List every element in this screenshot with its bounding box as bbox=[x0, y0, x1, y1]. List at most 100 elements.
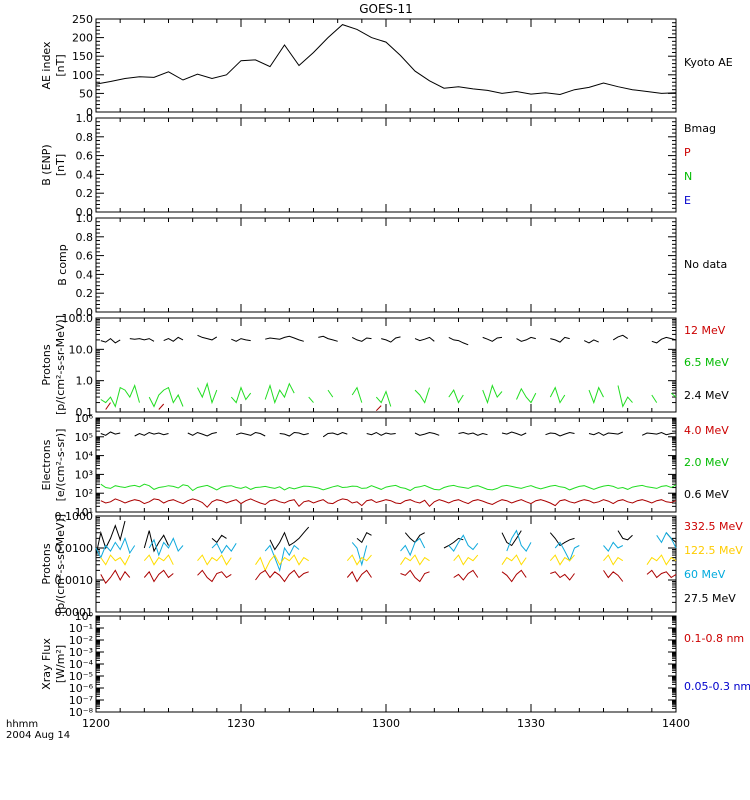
y-tick-label: 0.6 bbox=[76, 250, 94, 263]
panel-frame bbox=[95, 317, 677, 413]
y-tick-label: 0.2 bbox=[76, 187, 94, 200]
series-line-12-mev bbox=[105, 402, 382, 412]
legend-entry: 122.5 MeV bbox=[684, 544, 743, 557]
y-tick-label: 150 bbox=[72, 50, 93, 63]
panel-electrons: 10¹ 10² 10³ 10⁴ 10⁵ 10⁶ Electrons [e/(cm²-s-sr)… bbox=[40, 412, 729, 519]
y-tick-label: 0.2 bbox=[76, 287, 94, 300]
legend-entry: 0.1-0.8 nm bbox=[684, 632, 744, 645]
panel-protons_low: 0.1 1.0 10.0 100.0 Protons [p/(cm²-s-sr-MeV)]… bbox=[40, 312, 729, 419]
y-tick-label: 0.6 bbox=[76, 150, 94, 163]
legend-entry: 2.0 MeV bbox=[684, 456, 729, 469]
series-line-27-5-mev bbox=[95, 520, 677, 556]
legend-entry: Kyoto AE bbox=[684, 56, 733, 69]
series-line-2-0-mev bbox=[100, 483, 677, 492]
panel-frame bbox=[95, 417, 677, 513]
y-axis-label: [p/(cm²-s-sr-MeV)] bbox=[54, 315, 67, 415]
series-line-0-6-mev bbox=[100, 431, 677, 438]
y-tick-label: 100.0 bbox=[62, 312, 94, 325]
legend-entry: 27.5 MeV bbox=[684, 592, 736, 605]
legend-entry: N bbox=[684, 170, 692, 183]
panel-bcomp: 0.0 0.2 0.4 0.6 0.8 1.0 B comp No data bbox=[56, 212, 727, 319]
y-tick-label: 1.0 bbox=[76, 212, 94, 225]
y-tick-label: 10⁻⁷ bbox=[69, 694, 93, 707]
y-axis-label: AE index bbox=[40, 41, 53, 90]
legend-entry: E bbox=[684, 194, 691, 207]
y-axis-label: [W/m²] bbox=[54, 645, 67, 683]
y-tick-label: 0.0 bbox=[76, 306, 94, 319]
y-tick-label: 0.1 bbox=[76, 406, 94, 419]
legend-entry: 332.5 MeV bbox=[684, 520, 743, 533]
legend-entry: 0.6 MeV bbox=[684, 488, 729, 501]
y-axis-label: B comp bbox=[56, 244, 69, 286]
y-tick-label: 10⁻² bbox=[69, 634, 93, 647]
legend-entry: No data bbox=[684, 258, 727, 271]
panel-protons_high: 0.0001 0.0010 0.0100 0.1000 Protons [p/(cm²-s… bbox=[40, 510, 743, 619]
y-tick-label: 10⁰ bbox=[75, 610, 94, 623]
y-tick-label: 0.8 bbox=[76, 131, 94, 144]
y-axis-label: B (ENP) bbox=[40, 144, 53, 185]
panel-frame bbox=[95, 615, 677, 713]
y-tick-label: 50 bbox=[79, 87, 93, 100]
y-tick-label: 0.1000 bbox=[55, 510, 94, 523]
x-tick-label: 1230 bbox=[227, 717, 255, 730]
panel-frame bbox=[95, 515, 677, 613]
x-axis-date: 2004 Aug 14 bbox=[6, 730, 70, 741]
y-tick-label: 0.4 bbox=[76, 168, 94, 181]
y-tick-label: 10⁴ bbox=[75, 450, 94, 463]
y-axis-label: Protons bbox=[40, 543, 53, 584]
panel-frame bbox=[95, 18, 677, 113]
y-axis-label: Electrons bbox=[40, 439, 53, 490]
y-tick-label: 10² bbox=[75, 487, 93, 500]
y-tick-label: 10⁻³ bbox=[69, 646, 93, 659]
legend-entry: 0.05-0.3 nm bbox=[684, 680, 750, 693]
series-line-332-5-mev bbox=[100, 569, 677, 584]
figure-title: GOES-11 bbox=[359, 2, 413, 16]
y-tick-label: 0.0001 bbox=[55, 606, 94, 619]
y-axis-label: [nT] bbox=[54, 154, 67, 176]
x-axis-label: hhmm bbox=[6, 719, 38, 730]
y-tick-label: 0.0 bbox=[76, 206, 94, 219]
y-tick-label: 10⁻⁴ bbox=[69, 658, 94, 671]
legend-entry: P bbox=[684, 146, 691, 159]
legend-entry: 60 MeV bbox=[684, 568, 726, 581]
y-axis-label: Xray Flux bbox=[40, 638, 53, 690]
panel-frame bbox=[95, 217, 677, 313]
y-axis-label: Protons bbox=[40, 344, 53, 385]
legend-entry: 12 MeV bbox=[684, 324, 726, 337]
series-line-122-5-mev bbox=[100, 554, 677, 572]
legend-entry: 6.5 MeV bbox=[684, 356, 729, 369]
y-tick-label: 0.4 bbox=[76, 268, 94, 281]
y-tick-label: 10³ bbox=[75, 468, 93, 481]
series-line-60-mev bbox=[95, 529, 677, 573]
legend-entry: 4.0 MeV bbox=[684, 424, 729, 437]
y-tick-label: 1.0 bbox=[76, 375, 94, 388]
y-tick-label: 100 bbox=[72, 69, 93, 82]
y-tick-label: 0.0100 bbox=[55, 542, 94, 555]
series-line-6-5-mev bbox=[100, 382, 677, 408]
y-tick-label: 200 bbox=[72, 32, 93, 45]
legend-entry: Bmag bbox=[684, 122, 716, 135]
series-line-4-0-mev bbox=[100, 498, 677, 508]
y-tick-label: 10⁵ bbox=[75, 431, 93, 444]
y-tick-label: 0.8 bbox=[76, 231, 94, 244]
panel-frame bbox=[95, 117, 677, 213]
y-tick-label: 10⁻⁶ bbox=[69, 682, 94, 695]
series-line-2-4-mev bbox=[100, 334, 677, 346]
legend-entry: 2.4 MeV bbox=[684, 389, 729, 402]
y-tick-label: 10⁻¹ bbox=[69, 622, 93, 635]
y-tick-label: 0.0010 bbox=[55, 574, 94, 587]
x-tick-label: 1300 bbox=[372, 717, 400, 730]
y-tick-label: 250 bbox=[72, 13, 93, 26]
y-tick-label: 1.0 bbox=[76, 112, 94, 125]
y-axis-label: [e/(cm²-s-sr)] bbox=[54, 429, 67, 502]
series-line-kyoto-ae bbox=[95, 24, 677, 96]
x-tick-label: 1200 bbox=[82, 717, 110, 730]
x-tick-label: 1330 bbox=[517, 717, 545, 730]
y-tick-label: 10.0 bbox=[69, 343, 94, 356]
y-axis-label: [p/(cm²-s-sr-MeV)] bbox=[54, 514, 67, 614]
y-tick-label: 10¹ bbox=[75, 506, 93, 519]
x-tick-label: 1400 bbox=[662, 717, 690, 730]
